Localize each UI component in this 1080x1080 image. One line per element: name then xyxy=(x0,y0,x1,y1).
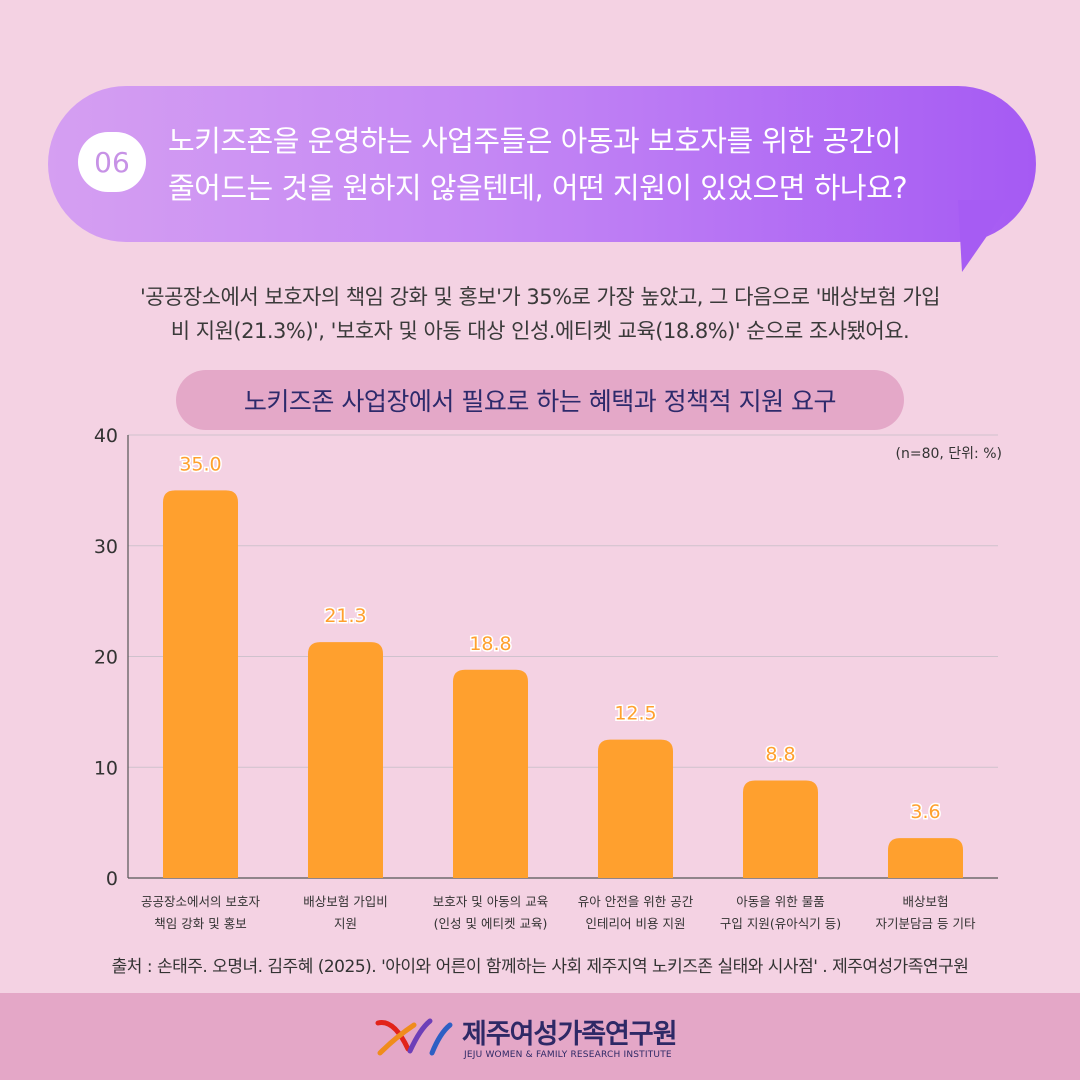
summary-text: '공공장소에서 보호자의 책임 강화 및 홍보'가 35%로 가장 높았고, 그… xyxy=(40,280,1040,348)
y-tick-label: 30 xyxy=(94,536,118,558)
data-label: 12.5 xyxy=(614,703,656,725)
x-tick-label: 자기분담금 등 기타 xyxy=(876,916,976,931)
y-tick-label: 20 xyxy=(94,647,118,669)
x-tick-label: 구입 지원(유아식기 등) xyxy=(720,916,841,931)
question-bubble xyxy=(48,86,1036,242)
x-tick-label: 보호자 및 아동의 교육 xyxy=(433,894,548,909)
summary-line-2: 비 지원(21.3%)', '보호자 및 아동 대상 인성.에티켓 교육(18.… xyxy=(170,319,910,343)
x-tick-label: 배상보험 xyxy=(902,894,948,909)
source-citation: 출처 : 손태주. 오명녀. 김주혜 (2025). '아이와 어른이 함께하는… xyxy=(111,957,969,977)
data-label: 3.6 xyxy=(910,801,940,823)
bar xyxy=(598,739,673,878)
institute-english-name: JEJU WOMEN & FAMILY RESEARCH INSTITUTE xyxy=(464,1050,672,1060)
x-tick-label: 아동을 위한 물품 xyxy=(736,894,824,909)
bar xyxy=(453,669,528,878)
x-tick-label: 책임 강화 및 홍보 xyxy=(154,916,246,931)
bar xyxy=(163,490,238,878)
x-tick-label: 인테리어 비용 지원 xyxy=(586,916,686,931)
chart-title: 노키즈존 사업장에서 필요로 하는 혜택과 정책적 지원 요구 xyxy=(176,370,904,430)
bar xyxy=(888,838,963,878)
y-tick-label: 0 xyxy=(106,868,118,890)
data-label: 18.8 xyxy=(469,633,511,655)
institute-name: 제주여성가족연구원 xyxy=(462,1019,678,1050)
data-label: 21.3 xyxy=(324,605,366,627)
bar xyxy=(743,780,818,878)
summary-line-1: '공공장소에서 보호자의 책임 강화 및 홍보'가 35%로 가장 높았고, 그… xyxy=(140,285,940,309)
x-tick-label: 배상보험 가입비 xyxy=(303,894,387,909)
question-text: 노키즈존을 운영하는 사업주들은 아동과 보호자를 위한 공간이 줄어드는 것을… xyxy=(168,118,1028,212)
x-tick-label: 지원 xyxy=(334,916,357,931)
y-tick-label: 40 xyxy=(94,425,118,447)
institute-logo-icon xyxy=(375,1018,453,1056)
x-tick-label: (인성 및 에티켓 교육) xyxy=(434,916,548,931)
question-number: 06 xyxy=(78,132,146,192)
bar xyxy=(308,642,383,878)
footer-band xyxy=(0,993,1080,1080)
y-tick-label: 10 xyxy=(94,757,118,779)
x-tick-label: 공공장소에서의 보호자 xyxy=(141,894,260,909)
x-tick-label: 유아 안전을 위한 공간 xyxy=(578,894,694,909)
question-line-2: 줄어드는 것을 원하지 않을텐데, 어떤 지원이 있었으면 하나요? xyxy=(168,171,908,205)
question-line-1: 노키즈존을 운영하는 사업주들은 아동과 보호자를 위한 공간이 xyxy=(168,124,902,158)
data-label: 35.0 xyxy=(179,453,221,475)
unit-note: (n=80, 단위: %) xyxy=(895,446,1002,462)
data-label: 8.8 xyxy=(765,744,795,766)
